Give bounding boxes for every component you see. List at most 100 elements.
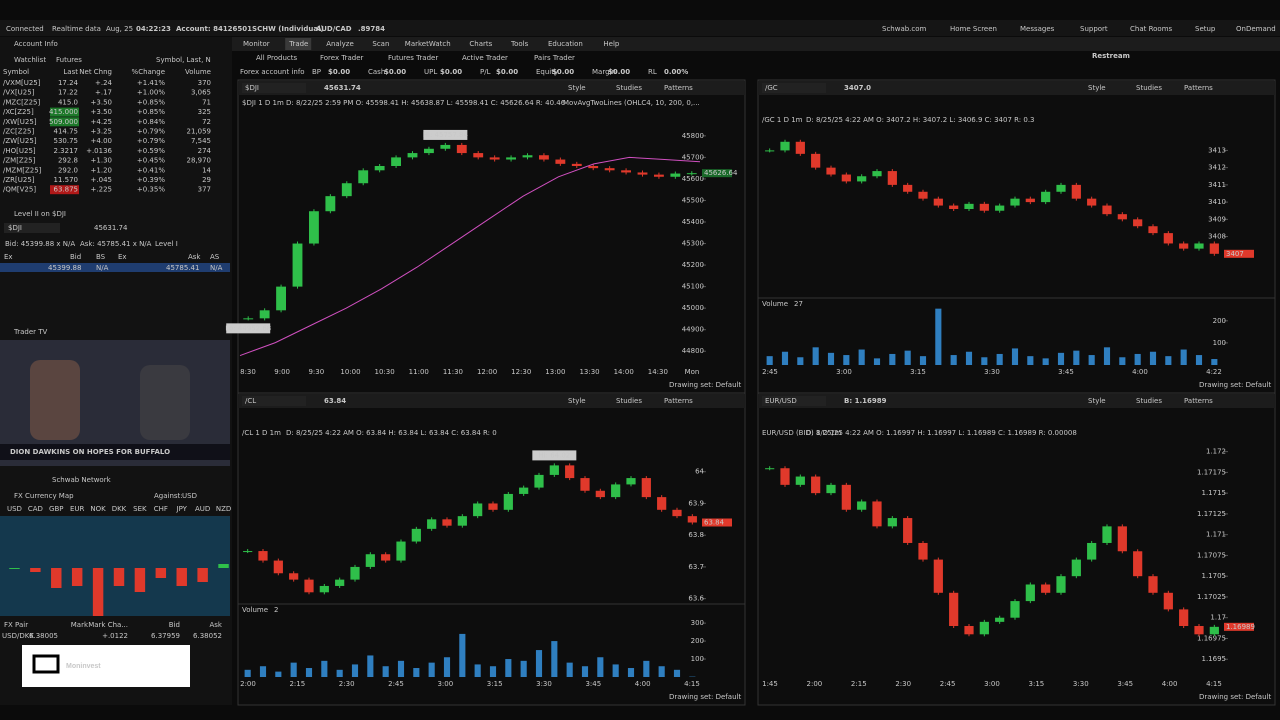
x-tick-label: 4:00 [635,680,651,688]
chart-symbol[interactable]: $DJI [245,84,259,92]
toolbar-item[interactable]: Patterns [1184,84,1213,92]
sub-tab[interactable]: Pairs Trader [534,54,575,62]
top-link[interactable]: Chat Rooms [1130,25,1173,33]
candle [457,516,467,526]
watchlist-cell[interactable]: /ZM[Z25] [3,157,36,165]
price: 45631.74 [94,224,128,232]
volume-bar [597,657,604,677]
fx-bar [197,568,208,582]
y-tick-label: 45400 [682,218,704,226]
top-link[interactable]: Setup [1195,25,1216,33]
watchlist-cell[interactable]: /VX[U25] [3,89,35,97]
annotation: Hi: 45757.84 [423,131,469,139]
menu-item[interactable]: Monitor [243,40,270,48]
candle [964,626,974,635]
candle [780,468,790,485]
candle [442,519,452,526]
watchlist-cell[interactable]: /ZC[Z25] [3,128,34,136]
search-box[interactable]: Symbol, Last, N [156,56,211,64]
watchlist-cell[interactable]: /MZM[Z25] [3,166,42,174]
forex-value: $0.00 [440,68,462,76]
y-tick-label: 63.7 [688,563,704,571]
status-text: AUD/CAD [316,25,352,33]
chart-symbol[interactable]: EUR/USD [765,397,797,405]
toolbar-item[interactable]: Style [568,397,586,405]
top-link[interactable]: Support [1080,25,1108,33]
volume-bar [305,668,313,677]
menu-item[interactable]: Charts [469,40,492,48]
column-header: %Change [132,68,165,76]
x-tick-label: 2:00 [807,680,823,688]
candle [456,144,467,154]
volume-bar [612,664,619,677]
watchlist-cell[interactable]: /XW[U25] [3,118,37,126]
volume-bar [459,633,466,677]
fx-cell: 6.37959 [151,632,180,640]
y-tick-label: 44800 [682,347,704,355]
last-price-box [702,518,732,527]
candle [933,559,943,593]
toolbar-item[interactable]: Patterns [1184,397,1213,405]
toolbar-item[interactable]: Studies [616,84,642,92]
toolbar-item[interactable]: Studies [616,397,642,405]
menu-item[interactable]: MarketWatch [405,40,451,48]
sub-tab[interactable]: Forex Trader [320,54,363,62]
toolbar-item[interactable]: Studies [1136,397,1162,405]
watchlist-cell[interactable]: /QM[V25] [3,186,36,194]
fx-bar [51,568,62,588]
top-link[interactable]: Home Screen [950,25,997,33]
menu-item[interactable]: Tools [510,40,529,48]
menu-item[interactable]: Trade [288,40,308,48]
toolbar-item[interactable]: Style [1088,397,1106,405]
watchlist-cell[interactable]: /VXM[U25] [3,79,41,87]
y-tick-label: 1.17 [1210,614,1226,622]
candle [1209,626,1219,635]
menu-item[interactable]: Scan [372,40,389,48]
x-tick-label: 11:00 [409,368,429,376]
candle [304,579,314,593]
column-header: FX Pair [4,621,28,629]
top-link[interactable]: Schwab.com [882,25,927,33]
column-header: Bid [169,621,180,629]
sub-tab[interactable]: Active Trader [462,54,508,62]
watchlist-cell[interactable]: /HO[U25] [3,147,36,155]
currency: EUR [70,505,85,513]
watchlist-cell[interactable]: /XC[Z25] [3,108,34,116]
watchlist-cell[interactable]: /ZW[U25] [3,137,37,145]
top-link[interactable]: Messages [1020,25,1055,33]
menu-item[interactable]: Education [548,40,583,48]
watchlist-cell: +3.25 [91,128,112,136]
sub-tab[interactable]: Futures Trader [388,54,438,62]
watchlist-cell: 292.0 [58,166,78,174]
toolbar-item[interactable]: Style [568,84,586,92]
sub-tab[interactable]: All Products [256,54,297,62]
y-tick-label: 1.1715 [1202,489,1227,497]
chart-panel [237,79,746,394]
x-tick-label: 4:00 [1132,368,1148,376]
candle [365,554,375,567]
top-link[interactable]: OnDemand [1236,25,1276,33]
watchlist-cell[interactable]: /ZR[U25] [3,176,35,184]
toolbar-item[interactable]: Patterns [664,84,693,92]
chart-symbol[interactable]: /GC [765,84,778,92]
candle [1102,205,1112,215]
chart-symbol[interactable]: /CL [245,397,256,405]
toolbar-item[interactable]: Patterns [664,397,693,405]
watchlist-cell: +.225 [91,186,112,194]
menu-item[interactable]: Help [603,40,620,48]
watchlist-cell: 21,059 [187,128,212,136]
menu-item[interactable]: Analyze [326,40,354,48]
column-header: Ex [118,253,127,261]
toolbar-item[interactable]: Studies [1136,84,1162,92]
x-tick-label: 14:30 [648,368,668,376]
candle [1179,609,1189,627]
candle [949,592,959,627]
watchlist-cell: 71 [202,98,211,106]
toolbar-item[interactable]: Style [1088,84,1106,92]
x-tick-label: 10:30 [375,368,395,376]
watchlist-cell: 325 [198,108,211,116]
watchlist-cell[interactable]: /MZC[Z25] [3,98,41,106]
chart-title: EUR/USD (BID) 1 D 1m [762,429,842,437]
currency: JPY [176,505,188,513]
candle [506,157,516,160]
